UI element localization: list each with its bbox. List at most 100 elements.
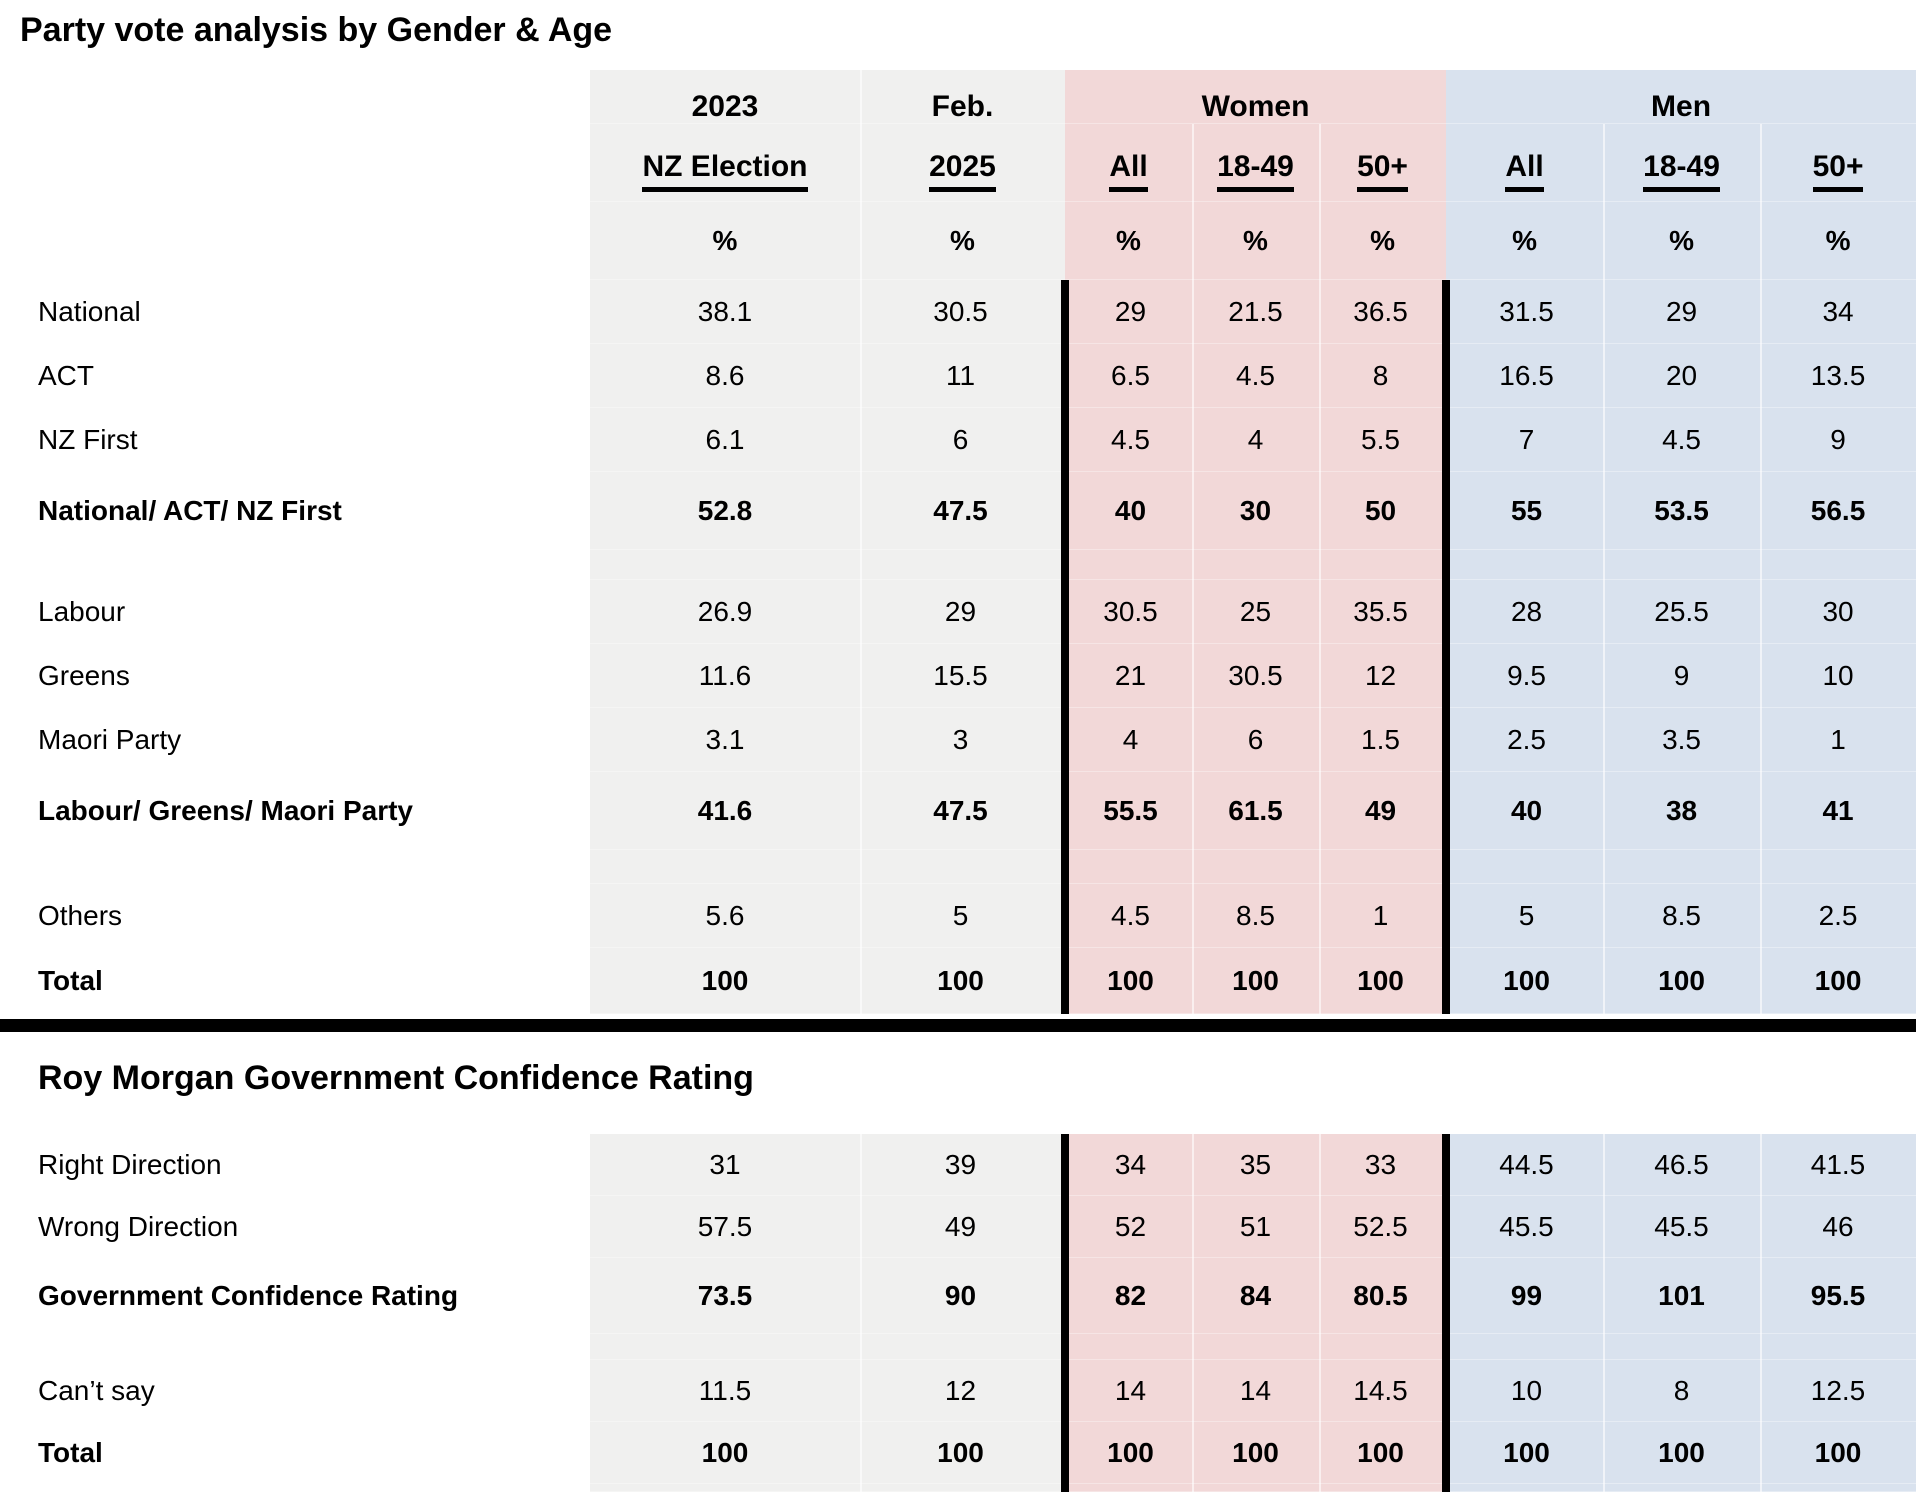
section2-title: Roy Morgan Government Confidence Rating [38, 1059, 754, 1097]
row-label: Total [38, 1437, 103, 1468]
row-label: Labour [38, 596, 126, 627]
row-label: Government Confidence Rating [38, 1280, 459, 1311]
value-cell: 11.6 [590, 644, 860, 708]
row-label: Right Direction [38, 1149, 222, 1180]
value-cell: 80.5 [1319, 1258, 1446, 1334]
percent-cell: % [1319, 202, 1447, 280]
value-cell: 41.5 [1760, 1134, 1916, 1196]
value-cell: 40 [1442, 772, 1604, 850]
empty-cell [0, 124, 590, 202]
value-cell: 100 [1442, 948, 1604, 1014]
header-women-all: All [1065, 124, 1192, 202]
value-cell: 9.5 [1442, 644, 1604, 708]
value-cell: 29 [1603, 280, 1761, 344]
percent-cell: % [860, 202, 1065, 280]
value-cell: 14.5 [1319, 1360, 1446, 1422]
value-cell: 4 [1061, 708, 1192, 772]
value-cell: 5.5 [1319, 408, 1447, 472]
value-cell: 30 [1760, 580, 1916, 644]
value-cell: 12.5 [1760, 1360, 1916, 1422]
value-cell: 1.5 [1319, 708, 1447, 772]
percent-cell: % [1603, 202, 1761, 280]
page-title: Party vote analysis by Gender & Age [20, 11, 613, 49]
header-row-subcols: NZ Election 2025 All 18-49 50+ All 18-49… [0, 124, 1916, 202]
row-label: Total [38, 965, 103, 996]
value-cell: 40 [1061, 472, 1192, 550]
value-cell: 30.5 [1061, 580, 1192, 644]
value-cell: 6 [1192, 708, 1319, 772]
value-cell: 100 [860, 1422, 1065, 1484]
value-cell: 26.9 [590, 580, 860, 644]
value-cell: 100 [1319, 1422, 1446, 1484]
value-cell: 36.5 [1319, 280, 1447, 344]
value-cell: 39 [860, 1134, 1065, 1196]
value-cell: 14 [1061, 1360, 1192, 1422]
value-cell: 2.5 [1760, 884, 1916, 948]
value-cell: 52.8 [590, 472, 860, 550]
percent-cell: % [590, 202, 860, 280]
row-label: Labour/ Greens/ Maori Party [38, 795, 413, 826]
value-cell: 14 [1192, 1360, 1319, 1422]
value-cell: 30.5 [860, 280, 1065, 344]
spacer-row [0, 1484, 1916, 1492]
header-2023: 2023 [590, 70, 860, 124]
value-cell: 100 [860, 948, 1065, 1014]
value-cell: 21.5 [1192, 280, 1319, 344]
value-cell: 5 [860, 884, 1065, 948]
value-cell: 100 [1760, 948, 1916, 1014]
value-cell: 100 [1319, 948, 1447, 1014]
value-cell: 61.5 [1192, 772, 1319, 850]
table-row-coalition-total: National/ ACT/ NZ First 52.8 47.5 40 30 … [0, 472, 1916, 550]
percent-row: % % % % % % % % [0, 202, 1916, 280]
value-cell: 2.5 [1442, 708, 1604, 772]
row-label: Others [38, 900, 123, 931]
confidence-table: Right Direction 31 39 34 35 33 44.5 46.5… [0, 1134, 1916, 1492]
table-row-right-direction: Right Direction 31 39 34 35 33 44.5 46.5… [0, 1134, 1916, 1196]
value-cell: 11.5 [590, 1360, 860, 1422]
value-cell: 82 [1061, 1258, 1192, 1334]
header-women-group: Women [1065, 70, 1447, 124]
value-cell: 53.5 [1603, 472, 1761, 550]
value-cell: 8.6 [590, 344, 860, 408]
value-cell: 35.5 [1319, 580, 1447, 644]
value-cell: 6.1 [590, 408, 860, 472]
value-cell: 8 [1603, 1360, 1760, 1422]
percent-cell: % [1446, 202, 1604, 280]
value-cell: 16.5 [1442, 344, 1604, 408]
row-label: Wrong Direction [38, 1211, 239, 1242]
value-cell: 4 [1192, 408, 1319, 472]
row-label: Maori Party [38, 724, 182, 755]
table-row-maori-party: Maori Party 3.1 3 4 6 1.5 2.5 3.5 1 [0, 708, 1916, 772]
value-cell: 25.5 [1603, 580, 1761, 644]
value-cell: 47.5 [860, 772, 1065, 850]
header-2025: 2025 [860, 124, 1065, 202]
value-cell: 29 [860, 580, 1065, 644]
value-cell: 50 [1319, 472, 1447, 550]
percent-cell: % [1192, 202, 1319, 280]
table-row-act: ACT 8.6 11 6.5 4.5 8 16.5 20 13.5 [0, 344, 1916, 408]
value-cell: 38.1 [590, 280, 860, 344]
value-cell: 12 [860, 1360, 1065, 1422]
table-row-nz-first: NZ First 6.1 6 4.5 4 5.5 7 4.5 9 [0, 408, 1916, 472]
value-cell: 90 [860, 1258, 1065, 1334]
value-cell: 31 [590, 1134, 860, 1196]
value-cell: 52 [1061, 1196, 1192, 1258]
value-cell: 8.5 [1603, 884, 1761, 948]
value-cell: 25 [1192, 580, 1319, 644]
value-cell: 99 [1442, 1258, 1603, 1334]
value-cell: 4.5 [1192, 344, 1319, 408]
percent-cell: % [1760, 202, 1916, 280]
value-cell: 30 [1192, 472, 1319, 550]
value-cell: 5.6 [590, 884, 860, 948]
table-row-wrong-direction: Wrong Direction 57.5 49 52 51 52.5 45.5 … [0, 1196, 1916, 1258]
value-cell: 101 [1603, 1258, 1760, 1334]
value-cell: 3.1 [590, 708, 860, 772]
header-women-50plus: 50+ [1319, 124, 1447, 202]
value-cell: 9 [1760, 408, 1916, 472]
value-cell: 56.5 [1760, 472, 1916, 550]
header-men-50plus: 50+ [1760, 124, 1916, 202]
header-men-18-49: 18-49 [1603, 124, 1761, 202]
table-row-cant-say: Can’t say 11.5 12 14 14 14.5 10 8 12.5 [0, 1360, 1916, 1422]
value-cell: 38 [1603, 772, 1761, 850]
value-cell: 6.5 [1061, 344, 1192, 408]
